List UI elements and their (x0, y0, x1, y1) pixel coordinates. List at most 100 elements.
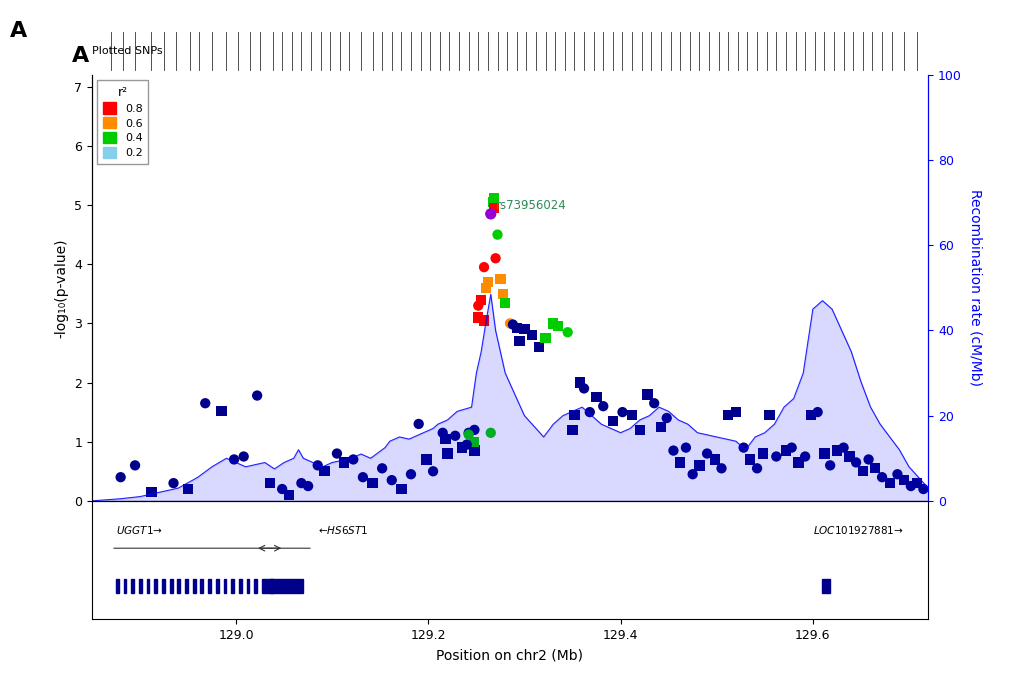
Point (566, 409, 582, 420)
Point (235, 451, 252, 462)
Legend: 0.8, 0.6, 0.4, 0.2: 0.8, 0.6, 0.4, 0.2 (97, 80, 149, 164)
Text: Plotted SNPs: Plotted SNPs (92, 46, 162, 56)
Text: A: A (71, 47, 89, 67)
Point (446, 430, 463, 441)
Point (383, 475, 399, 486)
Bar (269, 579, 272, 593)
Point (639, 389, 655, 400)
Point (748, 463, 764, 474)
Point (328, 448, 344, 459)
Point (460, 427, 476, 438)
Point (777, 445, 794, 456)
Point (466, 436, 482, 447)
X-axis label: Position on chr2 (Mb): Position on chr2 (Mb) (436, 649, 583, 663)
Text: ←$\it{HS6ST1}$: ←$\it{HS6ST1}$ (317, 524, 368, 536)
Point (473, 294, 489, 305)
Point (143, 486, 159, 497)
Point (712, 463, 729, 474)
Point (706, 454, 722, 465)
Point (213, 405, 229, 416)
Point (482, 208, 498, 219)
Bar (131, 579, 133, 593)
Point (197, 398, 213, 409)
Point (280, 489, 297, 500)
Point (504, 319, 521, 330)
Point (549, 321, 566, 332)
Bar (116, 579, 118, 593)
Point (631, 424, 647, 436)
Point (684, 469, 700, 480)
Point (494, 288, 511, 299)
Point (604, 416, 621, 427)
Bar (154, 579, 157, 593)
Point (735, 442, 751, 453)
Point (847, 457, 863, 468)
Point (470, 312, 486, 323)
Text: $\it{LOC101927881}$→: $\it{LOC101927881}$→ (812, 524, 903, 536)
Point (274, 484, 290, 495)
Point (530, 341, 546, 352)
Bar (254, 579, 257, 593)
Point (439, 448, 455, 459)
Point (485, 193, 501, 204)
Point (664, 445, 681, 456)
Bar (184, 579, 187, 593)
Point (835, 442, 851, 453)
Point (403, 469, 419, 480)
Text: $\it{UGGT1}$→: $\it{UGGT1}$→ (116, 524, 162, 536)
Point (335, 457, 352, 468)
Point (866, 463, 882, 474)
Point (889, 469, 905, 480)
Point (418, 454, 434, 465)
Point (460, 429, 476, 440)
Point (796, 451, 812, 462)
Point (410, 418, 426, 429)
Point (624, 409, 640, 420)
Point (492, 274, 508, 285)
Bar (123, 579, 126, 593)
Point (374, 463, 390, 474)
Point (300, 481, 316, 492)
Point (760, 409, 776, 420)
Point (652, 421, 668, 433)
Bar (262, 579, 265, 593)
Point (470, 300, 486, 311)
Point (487, 252, 503, 264)
Point (484, 197, 500, 208)
Point (691, 460, 707, 471)
Point (355, 472, 371, 483)
Point (783, 442, 799, 453)
Point (476, 261, 492, 272)
Point (841, 451, 857, 462)
Point (466, 445, 482, 456)
Point (476, 315, 492, 326)
Bar (169, 579, 172, 593)
Point (815, 448, 832, 459)
Point (742, 454, 758, 465)
Point (564, 424, 580, 436)
Text: rs73956024: rs73956024 (495, 199, 566, 212)
Point (854, 466, 870, 477)
Text: A: A (10, 21, 28, 41)
Point (249, 390, 265, 401)
Bar (201, 579, 203, 593)
Point (459, 439, 475, 450)
Bar (821, 579, 829, 593)
Point (479, 277, 495, 288)
Point (524, 330, 540, 341)
Point (821, 460, 838, 471)
Point (496, 297, 513, 308)
Point (908, 477, 924, 488)
Point (594, 400, 610, 411)
Point (873, 472, 890, 483)
Bar (139, 579, 142, 593)
Bar (177, 579, 180, 593)
Point (544, 318, 560, 329)
Point (516, 324, 532, 335)
Bar (265, 579, 303, 593)
Point (344, 454, 361, 465)
Point (767, 451, 784, 462)
Point (364, 477, 380, 488)
Point (508, 323, 525, 334)
Point (261, 477, 277, 488)
